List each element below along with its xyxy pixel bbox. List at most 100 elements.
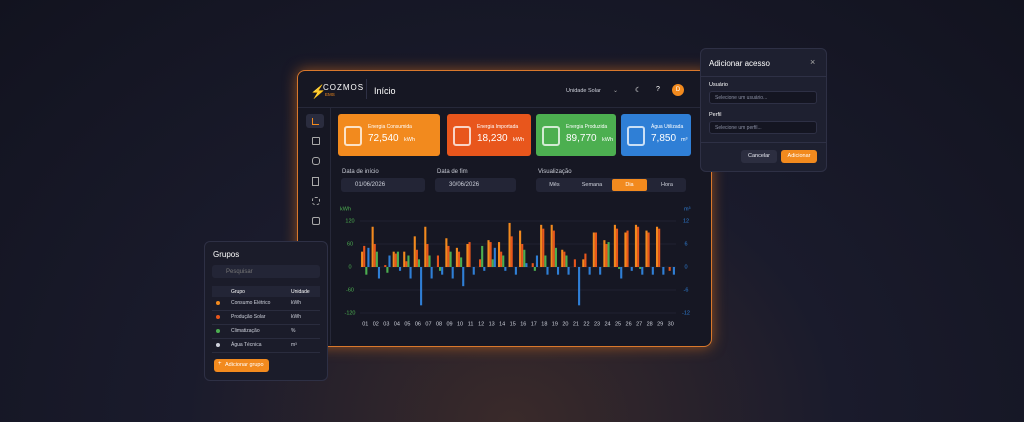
nav-active[interactable] <box>306 114 324 128</box>
bar <box>613 224 616 267</box>
bar <box>373 244 376 267</box>
kpi-label: Energia Consumida <box>368 124 412 130</box>
bar <box>375 251 378 267</box>
x-tick-label: 11 <box>468 321 474 327</box>
close[interactable]: × <box>810 57 816 67</box>
bar <box>457 251 461 267</box>
bar <box>500 251 503 267</box>
x-tick-label: 02 <box>373 321 379 327</box>
kpi-unit: kWh <box>513 137 524 143</box>
kpi-value: 18,230 <box>477 133 508 144</box>
nav-icon[interactable] <box>312 217 320 225</box>
select[interactable]: Selecione um usuário... <box>709 91 817 104</box>
bar <box>462 267 465 287</box>
view-option[interactable]: Semana <box>581 182 603 188</box>
bar <box>417 259 421 267</box>
select[interactable]: Selecione um perfil... <box>709 121 817 134</box>
unit-select[interactable]: Unidade Solar <box>566 88 601 94</box>
bar <box>388 255 391 267</box>
submit-button[interactable]: Adicionar <box>781 150 817 163</box>
row-line <box>212 352 320 353</box>
add-group-button[interactable]: + Adicionar grupo <box>214 359 269 372</box>
dialog-title: Adicionar acesso <box>709 59 770 68</box>
nav-icon[interactable] <box>312 157 320 165</box>
bar <box>655 226 659 267</box>
x-tick-label: 20 <box>562 321 568 327</box>
cancel-button[interactable]: Cancelar <box>741 150 777 163</box>
y-tick-label: 120 <box>345 218 354 224</box>
x-tick-label: 27 <box>636 321 642 327</box>
end-date[interactable]: 30/06/2026 <box>435 178 516 192</box>
bar <box>639 267 642 269</box>
x-tick-label: 06 <box>415 321 421 327</box>
groups-panel: Grupos Pesquisar + Adicionar grupo Grupo… <box>204 241 328 381</box>
bar <box>521 244 524 267</box>
bar <box>578 267 581 306</box>
bar <box>502 255 505 267</box>
search[interactable]: Pesquisar <box>212 265 320 278</box>
dashboard-window: ⚡ COZMOS EMS Início Unidade Solar ⌄ ☾ ? … <box>297 70 712 347</box>
x-tick-label: 19 <box>552 321 558 327</box>
column-header: Grupo <box>231 289 245 295</box>
nav-icon[interactable] <box>312 137 320 145</box>
bar <box>396 251 399 267</box>
x-tick-label: 07 <box>425 321 431 327</box>
bar <box>361 251 364 267</box>
bar <box>668 267 671 271</box>
x-tick-label: 24 <box>604 321 610 327</box>
cell: Consumo Elétrico <box>231 300 271 306</box>
bar <box>403 251 406 267</box>
y2-tick-label: -6 <box>684 287 689 293</box>
x-tick-label: 13 <box>489 321 495 327</box>
cell: Água Técnica <box>231 342 262 348</box>
kpi-card: Energia Importada 18,230 kWh <box>447 114 531 156</box>
bar <box>540 224 543 267</box>
bar <box>363 245 366 267</box>
bar <box>552 230 555 267</box>
bar <box>449 251 452 267</box>
x-tick-label: 16 <box>520 321 526 327</box>
bar <box>626 230 629 267</box>
cell: Produção Solar <box>231 314 266 320</box>
row-line <box>212 310 320 311</box>
row-icon <box>216 343 220 347</box>
nav-icon <box>312 118 319 125</box>
kpi-unit: kWh <box>404 137 415 143</box>
bar <box>426 244 429 267</box>
cell: Climatização <box>231 328 260 334</box>
help[interactable]: ? <box>656 86 660 93</box>
kpi-card: Água Utilizada 7,850 m³ <box>621 114 691 156</box>
bar <box>420 267 423 306</box>
kpi-card: Energia Consumida 72,540 kWh <box>338 114 440 156</box>
avatar[interactable]: D <box>672 84 684 96</box>
bar <box>430 267 433 279</box>
bar <box>447 245 450 267</box>
kpi-label: Energia Importada <box>477 124 519 130</box>
bar <box>634 224 638 267</box>
y-axis-label: kWh <box>340 206 351 212</box>
bar <box>384 265 387 267</box>
view-label: Visualização <box>538 169 572 175</box>
bar <box>451 267 454 279</box>
bar <box>641 267 644 275</box>
x-tick-label: 21 <box>573 321 579 327</box>
start-date[interactable]: 01/06/2026 <box>341 178 425 192</box>
view-option[interactable]: Mês <box>549 182 560 188</box>
nav-icon[interactable] <box>312 197 320 205</box>
theme-toggle[interactable]: ☾ <box>635 87 642 94</box>
row-icon <box>216 329 220 333</box>
x-tick-label: 01 <box>362 321 368 327</box>
y2-tick-label: -12 <box>682 310 690 316</box>
bar <box>651 267 654 275</box>
bar <box>519 230 522 267</box>
nav-icon[interactable] <box>312 177 319 186</box>
view-toggle: Mês Semana Dia Hora <box>536 178 686 192</box>
x-tick-label: 09 <box>446 321 452 327</box>
view-option[interactable]: Dia <box>612 179 647 191</box>
bar <box>615 228 619 267</box>
x-tick-label: 03 <box>383 321 389 327</box>
view-option[interactable]: Hora <box>661 182 673 188</box>
cell: kWh <box>291 300 301 306</box>
end-label: Data de fim <box>437 169 468 175</box>
